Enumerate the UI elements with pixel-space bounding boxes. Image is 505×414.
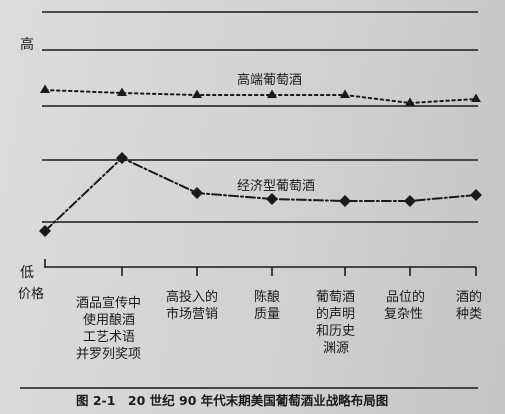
y-low-label: 低 [20, 265, 34, 281]
premium-series-label: 高端葡萄酒 [237, 72, 302, 88]
economy-series-label: 经济型葡萄酒 [237, 179, 315, 194]
economy-marker [339, 195, 351, 207]
premium-marker [340, 89, 350, 98]
category-label-variety: 酒的 种类 [456, 289, 486, 322]
economy-line [44, 156, 477, 232]
series-economy: 经济型葡萄酒 [39, 152, 482, 237]
category-label-price: 价格 [18, 286, 44, 302]
economy-marker [404, 195, 416, 207]
economy-marker [39, 225, 51, 237]
economy-marker [266, 193, 278, 205]
category-label-marketing: 高投入的 市场营销 [166, 289, 222, 322]
premium-marker [40, 84, 50, 93]
economy-marker [191, 187, 203, 199]
figure-caption: 图 2-1 20 世纪 90 年代末期美国葡萄酒业战略布局图 [76, 393, 388, 408]
premium-marker [471, 93, 481, 102]
category-label-aging: 陈酿 质量 [254, 289, 284, 322]
series-premium: 高端葡萄酒 [40, 72, 481, 106]
premium-marker [192, 89, 202, 98]
premium-marker [267, 89, 277, 98]
category-label-heritage: 葡萄酒 的声明 和历史 渊源 [316, 290, 359, 356]
economy-marker [470, 189, 482, 201]
category-labels: 价格 酒品宣传中 使用酿酒 工艺术语 并罗列奖项 高投入的 市场营销 陈酿 质量… [18, 286, 486, 362]
category-label-promotion: 酒品宣传中 使用酿酒 工艺术语 并罗列奖项 [76, 295, 145, 362]
y-high-label: 高 [20, 36, 34, 53]
economy-marker [116, 152, 128, 164]
category-label-complexity: 品位的 复杂性 [384, 289, 429, 322]
guide-lines [20, 11, 478, 389]
premium-marker [117, 87, 127, 96]
x-axis [44, 259, 477, 276]
premium-marker [405, 97, 415, 106]
